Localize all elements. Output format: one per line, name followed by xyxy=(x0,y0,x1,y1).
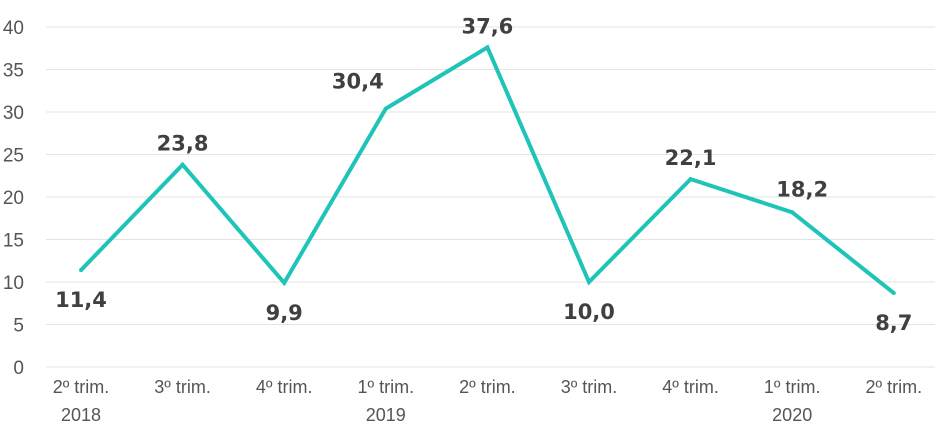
data-label: 37,6 xyxy=(461,14,513,38)
x-tick-label: 3º trim. xyxy=(154,377,211,397)
series-layer xyxy=(79,44,896,296)
gridlines xyxy=(46,26,935,368)
x-year-label: 2019 xyxy=(366,405,406,425)
y-tick-label: 5 xyxy=(13,316,24,337)
x-tick-label: 3º trim. xyxy=(561,377,618,397)
data-point xyxy=(79,268,83,273)
y-tick-label: 15 xyxy=(3,231,24,252)
series-line xyxy=(79,44,896,295)
data-label: 18,2 xyxy=(776,177,828,201)
data-point xyxy=(180,162,185,167)
x-tick-label: 1º trim. xyxy=(764,377,821,397)
data-label: 10,0 xyxy=(563,300,615,324)
x-tick-label: 4º trim. xyxy=(256,377,313,397)
x-tick-label: 2º trim. xyxy=(866,377,923,397)
x-axis-ticks: 2º trim. 2018 3º trim. 4º trim. 1º trim. 2019… xyxy=(53,377,922,425)
y-tick-label: 20 xyxy=(3,188,24,209)
data-point xyxy=(790,210,795,215)
data-point xyxy=(383,106,388,111)
data-labels: 11,4 23,8 9,9 30,4 37,6 10,0 22,1 18,2 8,7 xyxy=(55,14,912,335)
data-label: 9,9 xyxy=(266,301,303,325)
x-year-label: 2020 xyxy=(772,405,812,425)
data-label: 30,4 xyxy=(332,70,384,94)
data-point xyxy=(587,280,591,284)
y-tick-label: 40 xyxy=(3,18,24,39)
data-label: 11,4 xyxy=(55,288,107,312)
x-tick-label: 2º trim. xyxy=(53,377,110,397)
x-tick-label: 2º trim. xyxy=(459,377,516,397)
y-tick-label: 30 xyxy=(3,103,24,124)
data-point xyxy=(688,177,693,182)
y-tick-label: 25 xyxy=(3,146,24,167)
y-tick-label: 0 xyxy=(13,358,24,379)
data-label: 22,1 xyxy=(665,146,717,170)
y-tick-label: 35 xyxy=(3,61,24,82)
data-point xyxy=(485,45,490,50)
data-point xyxy=(891,291,896,296)
data-label: 8,7 xyxy=(875,311,912,335)
data-label: 23,8 xyxy=(157,132,209,156)
y-tick-label: 10 xyxy=(3,273,24,294)
x-tick-label: 4º trim. xyxy=(662,377,719,397)
x-tick-label: 1º trim. xyxy=(358,377,415,397)
data-point xyxy=(282,280,287,285)
y-axis-ticks: 0 5 10 15 20 25 30 35 40 xyxy=(3,18,24,379)
x-year-label: 2018 xyxy=(61,405,101,425)
